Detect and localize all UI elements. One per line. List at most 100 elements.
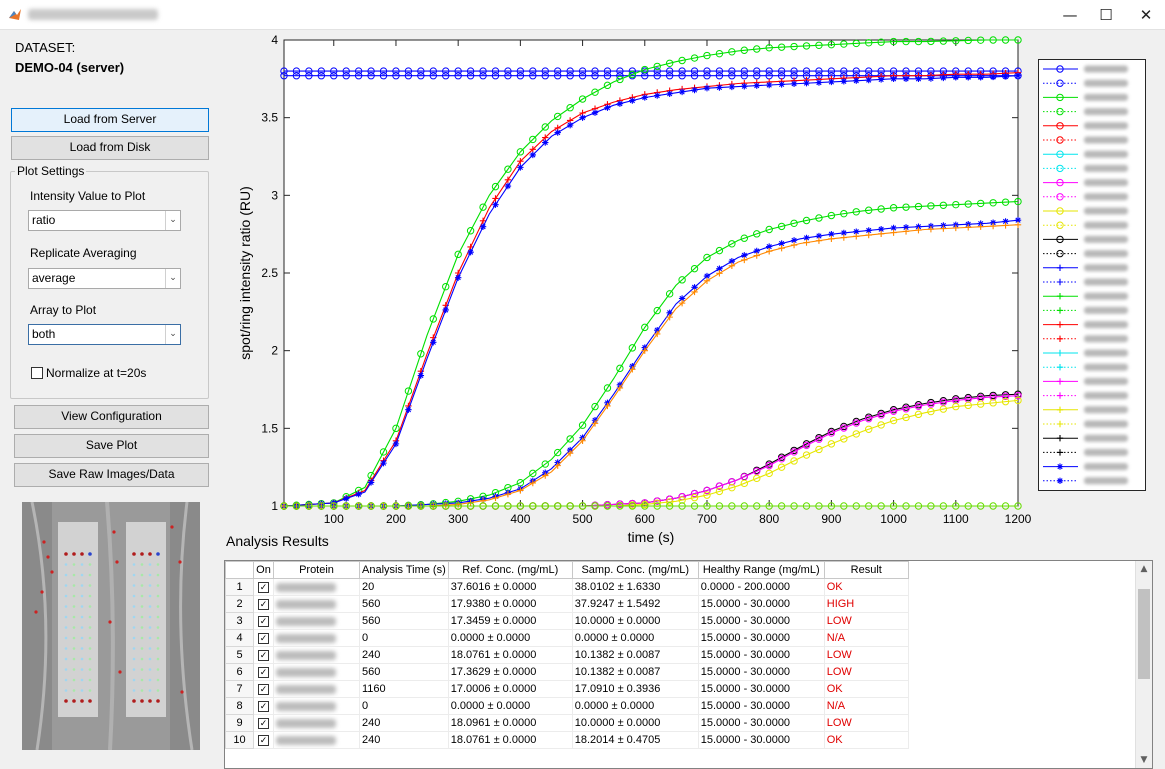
column-header[interactable]: Result [823,561,909,579]
data-point [716,84,723,91]
data-point [728,67,736,75]
data-point [777,43,786,51]
row-on-checkbox[interactable]: ✓ [253,595,274,613]
analysis-time-cell: 1160 [359,680,449,698]
check-icon[interactable]: ✓ [258,717,269,729]
table-row[interactable]: 2 ✓ 560 17.9380 ± 0.0000 37.9247 ± 1.5492 15.… [225,595,909,613]
column-header[interactable]: On [253,561,274,579]
save-raw-images-button[interactable]: Save Raw Images/Data [14,463,209,487]
check-icon[interactable]: ✓ [258,632,269,644]
data-point [790,67,798,75]
column-header[interactable]: Healthy Range (mg/mL) [697,561,825,579]
row-on-checkbox[interactable]: ✓ [253,663,274,681]
row-on-checkbox[interactable]: ✓ [253,629,274,647]
column-header[interactable]: Ref. Conc. (mg/mL) [447,561,573,579]
data-point [517,157,524,165]
check-icon[interactable]: ✓ [258,683,269,695]
scroll-thumb[interactable] [1138,589,1150,679]
data-point [877,502,885,510]
row-on-checkbox[interactable]: ✓ [253,697,274,715]
data-point [491,182,500,191]
load-from-server-button[interactable]: Load from Server [11,108,209,132]
data-point [840,234,848,241]
data-point [914,37,923,46]
data-point [566,121,574,129]
check-icon[interactable]: ✓ [258,666,269,678]
check-icon[interactable]: ✓ [258,598,269,610]
array-spot [140,573,144,577]
scroll-down-icon[interactable]: ▼ [1140,755,1148,765]
column-header[interactable]: Protein [273,561,360,579]
legend-label-redacted [1084,477,1128,485]
data-point [442,282,450,291]
legend-label-redacted [1084,250,1128,258]
data-point [989,36,997,44]
data-point [828,235,835,243]
array-spot [72,626,76,629]
table-row[interactable]: 1 ✓ 20 37.6016 ± 0.0000 38.0102 ± 1.6330 0.00… [225,578,909,596]
array-spot [140,668,144,671]
array-select[interactable]: both ⌄ [28,324,181,345]
data-point [964,36,972,45]
row-on-checkbox[interactable]: ✓ [253,731,274,749]
data-point [504,182,512,190]
redacted-text [276,735,336,745]
load-from-disk-button[interactable]: Load from Disk [11,136,209,160]
data-point [616,364,624,373]
legend-entry [1043,278,1128,286]
column-header[interactable]: Samp. Conc. (mg/mL) [571,561,699,579]
row-on-checkbox[interactable]: ✓ [253,578,274,596]
data-point [516,148,525,156]
array-spot [64,678,68,682]
data-point [442,67,450,75]
array-spot [132,563,136,566]
data-point [591,402,599,411]
column-header[interactable]: Analysis Time (s) [359,561,449,579]
table-row[interactable]: 10 ✓ 240 18.0761 ± 0.0000 18.2014 ± 0.4705 15… [225,731,909,749]
check-icon[interactable]: ✓ [258,734,269,746]
check-icon[interactable]: ✓ [258,615,269,627]
healthy-range-cell: 0.0000 - 200.0000 [698,578,825,596]
table-scrollbar[interactable]: ▲ ▼ [1135,561,1152,768]
data-point [678,67,686,75]
array-spot [64,657,68,661]
intensity-select[interactable]: ratio ⌄ [28,210,181,231]
row-on-checkbox[interactable]: ✓ [253,680,274,698]
table-row[interactable]: 6 ✓ 560 17.3629 ± 0.0000 10.1382 ± 0.0087 15.… [225,663,909,681]
row-on-checkbox[interactable]: ✓ [253,646,274,664]
table-row[interactable]: 8 ✓ 0 0.0000 ± 0.0000 0.0000 ± 0.0000 15.0000… [225,697,909,715]
column-header[interactable] [225,561,254,579]
data-point [367,72,375,80]
results-table[interactable]: On Protein Analysis Time (s) Ref. Conc. (mg… [224,560,1153,769]
table-row[interactable]: 3 ✓ 560 17.3459 ± 0.0000 10.0000 ± 0.0000 15.… [225,612,909,630]
check-icon[interactable]: ✓ [258,700,269,712]
data-point [890,224,897,232]
data-point [566,67,574,75]
replicate-select[interactable]: average ⌄ [28,268,181,289]
minimize-icon[interactable]: — [1062,6,1078,24]
save-plot-button[interactable]: Save Plot [14,434,209,458]
check-icon[interactable]: ✓ [258,581,269,593]
table-row[interactable]: 9 ✓ 240 18.0961 ± 0.0000 10.0000 ± 0.0000 15.… [225,714,909,732]
table-row[interactable]: 7 ✓ 1160 17.0006 ± 0.0000 17.0910 ± 0.3936 15… [225,680,909,698]
check-icon[interactable]: ✓ [258,649,269,661]
legend-label-redacted [1084,420,1128,428]
data-point [379,502,388,510]
row-on-checkbox[interactable]: ✓ [253,714,274,732]
legend-label-redacted [1084,406,1128,414]
close-icon[interactable]: ✕ [1139,6,1153,24]
array-spot [148,636,152,640]
view-configuration-button[interactable]: View Configuration [14,405,209,429]
data-point [889,416,898,425]
table-row[interactable]: 5 ✓ 240 18.0761 ± 0.0000 10.1382 ± 0.0087 15.… [225,646,909,664]
dataset-label: DATASET: [15,40,76,55]
data-point [404,387,413,395]
scroll-up-icon[interactable]: ▲ [1140,564,1148,574]
data-point [566,104,574,112]
legend-entry [1043,321,1128,329]
table-row[interactable]: 4 ✓ 0 0.0000 ± 0.0000 0.0000 ± 0.0000 15.0000… [225,629,909,647]
normalize-checkbox[interactable] [31,367,43,379]
row-on-checkbox[interactable]: ✓ [253,612,274,630]
plot-settings-title: Plot Settings [15,164,87,178]
maximize-icon[interactable]: ☐ [1099,6,1113,24]
